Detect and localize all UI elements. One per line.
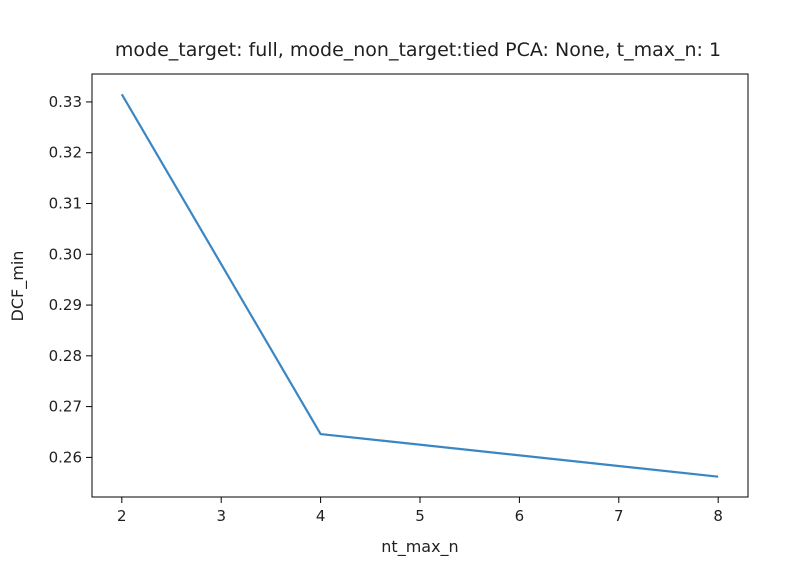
x-axis: 2 3 4 5 6 7 8 xyxy=(117,497,723,525)
x-tick-label: 7 xyxy=(614,507,624,525)
x-tick-label: 4 xyxy=(316,507,326,525)
x-tick-label: 2 xyxy=(117,507,127,525)
y-tick-label: 0.31 xyxy=(49,194,82,212)
x-tick-label: 6 xyxy=(515,507,525,525)
x-axis-label: nt_max_n xyxy=(381,537,458,557)
y-tick-label: 0.29 xyxy=(49,296,82,314)
x-tick-label: 3 xyxy=(216,507,226,525)
y-axis-label: DCF_min xyxy=(8,251,28,322)
y-tick-label: 0.30 xyxy=(49,245,82,263)
x-tick-label: 5 xyxy=(415,507,425,525)
x-tick-label: 8 xyxy=(713,507,723,525)
y-tick-label: 0.27 xyxy=(49,398,82,416)
series-line xyxy=(120,93,719,478)
chart-title: mode_target: full, mode_non_target:tied … xyxy=(115,39,721,61)
series-layer xyxy=(120,93,719,478)
y-tick-label: 0.32 xyxy=(49,144,82,162)
y-axis: 0.26 0.27 0.28 0.29 0.30 0.31 0.32 0.33 xyxy=(49,93,92,466)
y-tick-label: 0.26 xyxy=(49,448,82,466)
y-tick-label: 0.33 xyxy=(49,93,82,111)
plot-area-frame xyxy=(91,73,749,498)
y-tick-label: 0.28 xyxy=(49,347,82,365)
